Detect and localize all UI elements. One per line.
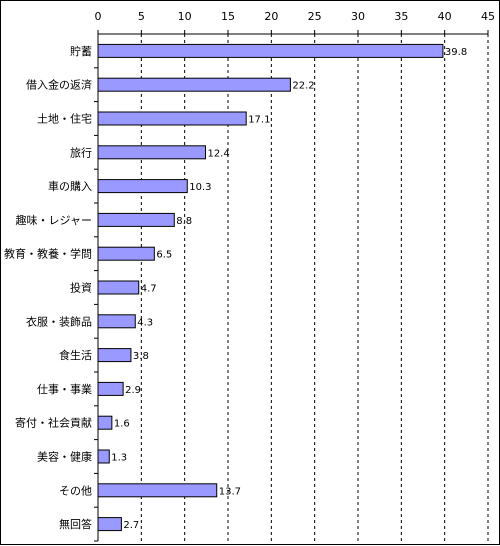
value-label: 12.4 [207,148,229,159]
category-label: 土地・住宅 [37,112,92,126]
category-label: 食生活 [59,348,92,362]
bar [97,179,188,194]
bar [97,449,110,464]
x-tick-label: 0 [95,10,102,23]
category-label: 衣服・装飾品 [26,314,92,328]
axes [94,30,489,542]
bar [97,212,175,227]
bar [97,348,132,363]
x-tick-label: 40 [438,10,452,23]
x-tick-label: 15 [221,10,235,23]
bar [97,517,122,532]
category-label: 車の購入 [48,179,92,193]
bar [97,145,206,160]
bar [97,246,155,261]
value-label: 1.6 [114,419,130,430]
bar [97,43,444,58]
value-label: 6.5 [156,250,172,261]
value-label: 4.7 [141,284,157,295]
labels: 0 5 10 15 20 25 30 35 40 45 貯蓄 39.8 借入金の返済 22.2 土地・住宅 1… [4,10,495,531]
value-label: 22.2 [292,81,314,92]
value-label: 4.3 [137,317,153,328]
category-label: 旅行 [70,145,92,159]
category-label: 無回答 [59,517,92,531]
bar [97,381,124,396]
grid-lines [140,34,489,541]
category-label: 趣味・レジャー [16,213,92,227]
value-label: 10.3 [189,182,211,193]
x-tick-label: 5 [138,10,145,23]
x-tick-label: 30 [351,10,365,23]
category-label: 借入金の返済 [26,78,92,92]
category-label: 教育・教養・学問 [4,247,92,261]
x-tick-label: 20 [264,10,278,23]
bar [97,77,291,92]
x-tick-label: 45 [481,10,495,23]
bar [97,280,140,295]
value-label: 39.8 [445,47,467,58]
value-label: 13.7 [219,486,241,497]
bar [97,415,113,430]
value-label: 17.1 [248,115,270,126]
bar [97,483,218,498]
value-label: 1.3 [111,453,127,464]
category-label: 美容・健康 [37,450,92,464]
value-label: 2.7 [123,520,139,531]
value-label: 8.8 [176,216,192,227]
category-label: 寄付・社会貢献 [15,416,92,430]
value-label: 3.8 [133,351,149,362]
x-tick-label: 25 [308,10,322,23]
category-label: 仕事・事業 [37,383,92,396]
category-label: その他 [59,484,92,497]
bar [97,314,136,329]
category-label: 投資 [70,281,92,295]
x-tick-label: 35 [394,10,408,23]
x-tick-label: 10 [178,10,192,23]
value-label: 2.9 [125,385,141,396]
category-label: 貯蓄 [70,45,92,58]
bar [97,111,247,126]
